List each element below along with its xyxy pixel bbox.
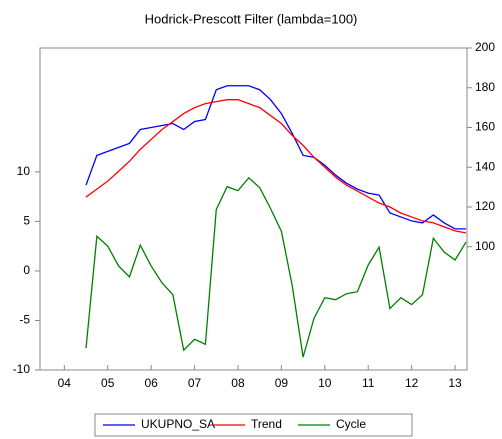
x-tick-label: 04 — [58, 376, 72, 390]
y-tick-label: 0 — [23, 263, 30, 277]
y2-tick-label: 100 — [475, 239, 495, 253]
series-line — [85, 176, 467, 358]
y-tick-label: 5 — [23, 214, 30, 228]
x-tick-label: 08 — [231, 376, 245, 390]
chart-title: Hodrick-Prescott Filter (lambda=100) — [145, 11, 358, 26]
legend-label: UKUPNO_SA — [141, 417, 215, 431]
y2-tick-label: 180 — [475, 80, 495, 94]
y2-tick-label: 140 — [475, 159, 495, 173]
x-tick-label: 07 — [188, 376, 202, 390]
y-tick-label: -10 — [13, 362, 31, 376]
plot-frame — [39, 47, 468, 371]
legend-label: Cycle — [336, 417, 366, 431]
y2-tick-label: 120 — [475, 199, 495, 213]
x-tick-label: 10 — [318, 376, 332, 390]
x-tick-label: 11 — [362, 376, 375, 390]
x-tick-label: 13 — [448, 376, 462, 390]
series-line — [85, 99, 467, 234]
x-tick-label: 06 — [144, 376, 158, 390]
legend-label: Trend — [251, 417, 282, 431]
legend-box — [94, 413, 413, 437]
y2-tick-label: 160 — [475, 120, 495, 134]
y-tick-label: -5 — [19, 313, 30, 327]
x-tick-label: 09 — [275, 376, 289, 390]
y-tick-label: 10 — [17, 164, 31, 178]
series-line — [85, 85, 466, 230]
y2-tick-label: 200 — [475, 40, 495, 54]
x-tick-label: 05 — [101, 376, 115, 390]
x-tick-label: 12 — [405, 376, 419, 390]
